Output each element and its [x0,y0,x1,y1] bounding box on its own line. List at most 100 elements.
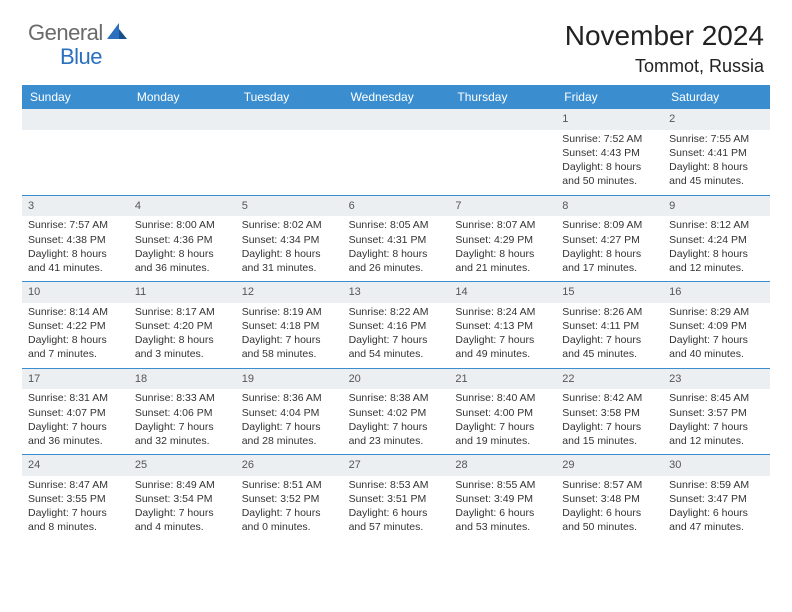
day-number: 13 [343,282,450,303]
sunrise-text: Sunrise: 8:38 AM [349,391,444,405]
sunrise-text: Sunrise: 8:49 AM [135,478,230,492]
sunrise-text: Sunrise: 8:59 AM [669,478,764,492]
calendar-empty [236,109,343,193]
day-details: Sunrise: 8:19 AMSunset: 4:18 PMDaylight:… [236,305,343,366]
sunset-text: Sunset: 4:11 PM [562,319,657,333]
sunrise-text: Sunrise: 8:42 AM [562,391,657,405]
sunrise-text: Sunrise: 8:02 AM [242,218,337,232]
daylight-line2: and 58 minutes. [242,347,337,361]
sunset-text: Sunset: 4:36 PM [135,233,230,247]
day-number: 22 [556,369,663,390]
calendar-empty [129,109,236,193]
day-number [22,109,129,130]
sunset-text: Sunset: 4:07 PM [28,406,123,420]
day-details: Sunrise: 8:14 AMSunset: 4:22 PMDaylight:… [22,305,129,366]
sunset-text: Sunset: 4:34 PM [242,233,337,247]
daylight-line1: Daylight: 7 hours [669,333,764,347]
day-number [129,109,236,130]
daylight-line2: and 50 minutes. [562,174,657,188]
daylight-line1: Daylight: 8 hours [669,247,764,261]
sunrise-text: Sunrise: 8:26 AM [562,305,657,319]
sunset-text: Sunset: 4:06 PM [135,406,230,420]
daylight-line1: Daylight: 7 hours [242,420,337,434]
logo: General Blue [28,20,131,46]
day-number: 19 [236,369,343,390]
daylight-line1: Daylight: 7 hours [28,420,123,434]
sunset-text: Sunset: 4:16 PM [349,319,444,333]
daylight-line2: and 26 minutes. [349,261,444,275]
daylight-line1: Daylight: 8 hours [28,247,123,261]
daylight-line2: and 3 minutes. [135,347,230,361]
sunset-text: Sunset: 4:31 PM [349,233,444,247]
daylight-line1: Daylight: 8 hours [349,247,444,261]
sunset-text: Sunset: 3:55 PM [28,492,123,506]
day-details: Sunrise: 8:29 AMSunset: 4:09 PMDaylight:… [663,305,770,366]
daylight-line2: and 12 minutes. [669,434,764,448]
sunrise-text: Sunrise: 8:19 AM [242,305,337,319]
sunset-text: Sunset: 3:47 PM [669,492,764,506]
logo-triangle-icon [107,23,129,44]
day-number [343,109,450,130]
sunrise-text: Sunrise: 8:55 AM [455,478,550,492]
day-number: 14 [449,282,556,303]
calendar-day: 9Sunrise: 8:12 AMSunset: 4:24 PMDaylight… [663,196,770,280]
sunset-text: Sunset: 4:22 PM [28,319,123,333]
daylight-line2: and 21 minutes. [455,261,550,275]
day-number: 9 [663,196,770,217]
sunrise-text: Sunrise: 8:24 AM [455,305,550,319]
daylight-line1: Daylight: 7 hours [135,506,230,520]
daylight-line2: and 32 minutes. [135,434,230,448]
day-number: 18 [129,369,236,390]
calendar-day: 26Sunrise: 8:51 AMSunset: 3:52 PMDayligh… [236,455,343,539]
daylight-line2: and 23 minutes. [349,434,444,448]
calendar-day: 18Sunrise: 8:33 AMSunset: 4:06 PMDayligh… [129,369,236,453]
title-block: November 2024 Tommot, Russia [565,20,764,77]
daylight-line2: and 45 minutes. [669,174,764,188]
day-number: 26 [236,455,343,476]
sunrise-text: Sunrise: 8:17 AM [135,305,230,319]
daylight-line1: Daylight: 6 hours [349,506,444,520]
day-details: Sunrise: 8:09 AMSunset: 4:27 PMDaylight:… [556,218,663,279]
sunset-text: Sunset: 4:38 PM [28,233,123,247]
day-number: 29 [556,455,663,476]
sunrise-text: Sunrise: 8:29 AM [669,305,764,319]
daylight-line2: and 7 minutes. [28,347,123,361]
day-details: Sunrise: 8:59 AMSunset: 3:47 PMDaylight:… [663,478,770,539]
sunset-text: Sunset: 4:24 PM [669,233,764,247]
day-details: Sunrise: 8:22 AMSunset: 4:16 PMDaylight:… [343,305,450,366]
day-details: Sunrise: 7:55 AMSunset: 4:41 PMDaylight:… [663,132,770,193]
calendar-day: 30Sunrise: 8:59 AMSunset: 3:47 PMDayligh… [663,455,770,539]
daylight-line1: Daylight: 8 hours [562,247,657,261]
day-details: Sunrise: 7:52 AMSunset: 4:43 PMDaylight:… [556,132,663,193]
daylight-line2: and 45 minutes. [562,347,657,361]
calendar-day: 17Sunrise: 8:31 AMSunset: 4:07 PMDayligh… [22,369,129,453]
daylight-line1: Daylight: 7 hours [562,333,657,347]
calendar-day: 11Sunrise: 8:17 AMSunset: 4:20 PMDayligh… [129,282,236,366]
daylight-line2: and 54 minutes. [349,347,444,361]
daylight-line2: and 8 minutes. [28,520,123,534]
day-details: Sunrise: 8:02 AMSunset: 4:34 PMDaylight:… [236,218,343,279]
calendar-day: 28Sunrise: 8:55 AMSunset: 3:49 PMDayligh… [449,455,556,539]
day-number: 5 [236,196,343,217]
day-number: 23 [663,369,770,390]
weekday-header: Saturday [663,85,770,109]
sunrise-text: Sunrise: 7:57 AM [28,218,123,232]
calendar-day: 3Sunrise: 7:57 AMSunset: 4:38 PMDaylight… [22,196,129,280]
daylight-line1: Daylight: 6 hours [455,506,550,520]
day-details: Sunrise: 8:45 AMSunset: 3:57 PMDaylight:… [663,391,770,452]
sunrise-text: Sunrise: 7:55 AM [669,132,764,146]
sunrise-text: Sunrise: 8:57 AM [562,478,657,492]
day-details: Sunrise: 8:40 AMSunset: 4:00 PMDaylight:… [449,391,556,452]
day-number: 24 [22,455,129,476]
calendar-day: 5Sunrise: 8:02 AMSunset: 4:34 PMDaylight… [236,196,343,280]
sunset-text: Sunset: 4:00 PM [455,406,550,420]
day-number: 15 [556,282,663,303]
day-number: 21 [449,369,556,390]
day-number: 25 [129,455,236,476]
weekday-header: Monday [129,85,236,109]
daylight-line2: and 36 minutes. [135,261,230,275]
calendar-day: 10Sunrise: 8:14 AMSunset: 4:22 PMDayligh… [22,282,129,366]
day-details: Sunrise: 7:57 AMSunset: 4:38 PMDaylight:… [22,218,129,279]
calendar-day: 27Sunrise: 8:53 AMSunset: 3:51 PMDayligh… [343,455,450,539]
day-details: Sunrise: 8:57 AMSunset: 3:48 PMDaylight:… [556,478,663,539]
